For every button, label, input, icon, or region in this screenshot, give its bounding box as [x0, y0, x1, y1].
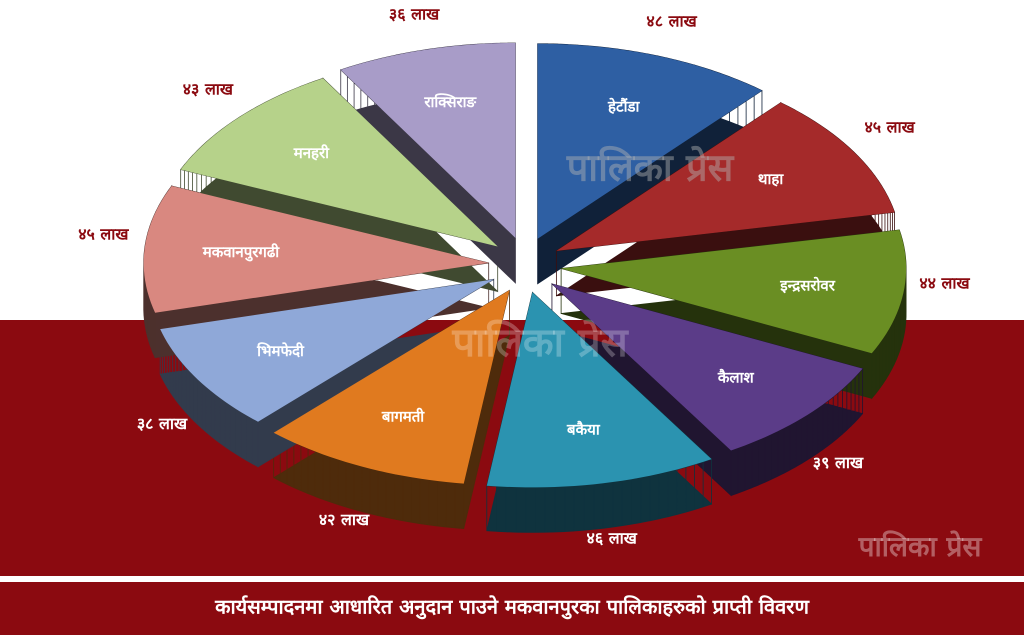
slice-label: राक्सिराङ: [423, 93, 477, 111]
value-label: ४२ लाख: [319, 510, 370, 529]
slice: [160, 279, 494, 422]
value-label: ४४ लाख: [919, 273, 970, 292]
slice-label: मनहरी: [293, 144, 330, 162]
value-label: ४५ लाख: [78, 224, 129, 243]
value-label: ४५ लाख: [864, 118, 915, 137]
slice: [551, 283, 863, 451]
chart-title: कार्यसम्पादनमा आधारित अनुदान पाउने मकवान…: [214, 595, 810, 620]
slice-label: मकवानपुरगढी: [202, 243, 281, 262]
slice-label: हेटौंडा: [607, 98, 640, 116]
slice: [143, 185, 489, 313]
slice-label: बकैया: [566, 420, 601, 438]
slice: [561, 229, 907, 354]
value-label: ४६ लाख: [587, 529, 638, 548]
watermark: पालिका प्रेस: [858, 530, 983, 563]
slice: [340, 42, 516, 238]
value-label: ३८ लाख: [137, 414, 188, 433]
slice-label: बागमती: [381, 408, 425, 426]
slice: [556, 102, 895, 251]
value-label: ४३ लाख: [183, 80, 234, 99]
slice-label: थाहा: [758, 170, 784, 188]
slice-label: इन्द्रसरोवर: [779, 277, 835, 295]
slice: [273, 290, 510, 484]
slice: [537, 43, 762, 239]
pie: हेटौंडा ४८ लाख थाहा ४५ लाख इन्द्रसरोवर ४४ लाख…: [78, 5, 970, 548]
watermark: पालिका प्रेस: [451, 319, 629, 366]
title-bar: [0, 582, 1024, 635]
slice-label: कैलाश: [717, 369, 755, 387]
value-label: ४८ लाख: [646, 11, 697, 30]
slice-label: भिमफेदी: [256, 342, 305, 360]
slice-side: [486, 291, 712, 533]
slice: [180, 78, 498, 247]
value-label: ३९ लाख: [813, 453, 864, 472]
watermark: पालिका प्रेस: [566, 146, 735, 190]
slice: [486, 292, 712, 488]
value-label: ३६ लाख: [389, 5, 440, 24]
divider: [0, 576, 1024, 582]
